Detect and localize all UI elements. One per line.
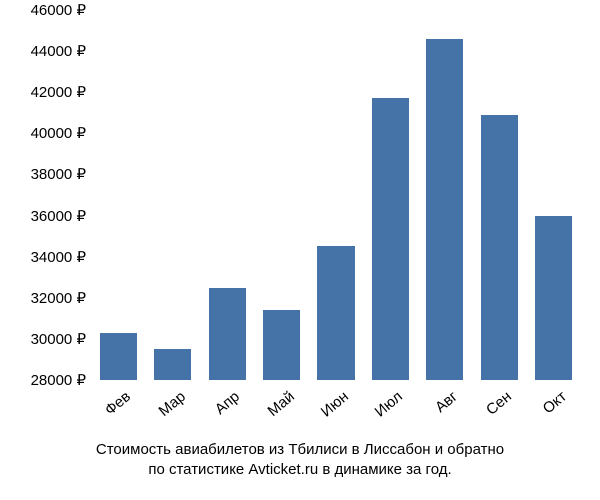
y-tick-label: 28000 ₽	[31, 371, 86, 389]
chart-caption: Стоимость авиабилетов из Тбилиси в Лисса…	[0, 440, 600, 481]
bar	[209, 288, 246, 381]
x-tick-label: Окт	[539, 388, 569, 417]
bar	[263, 310, 300, 380]
bar	[535, 216, 572, 380]
y-tick-label: 44000 ₽	[31, 42, 86, 60]
x-tick-label: Апр	[212, 388, 243, 418]
y-axis: 28000 ₽30000 ₽32000 ₽34000 ₽36000 ₽38000…	[0, 10, 90, 380]
y-tick-label: 30000 ₽	[31, 330, 86, 348]
x-tick-label: Май	[264, 388, 297, 420]
y-tick-label: 36000 ₽	[31, 207, 86, 225]
y-tick-label: 38000 ₽	[31, 165, 86, 183]
x-axis: Фев Мар Апр Май Июн Июл Авг Сен Окт	[90, 382, 580, 432]
bar	[481, 115, 518, 380]
x-tick-label: Мар	[155, 388, 188, 420]
y-tick-label: 40000 ₽	[31, 124, 86, 142]
y-tick-label: 42000 ₽	[31, 83, 86, 101]
y-tick-label: 46000 ₽	[31, 1, 86, 19]
caption-line-2: по статистике Avticket.ru в динамике за …	[148, 461, 451, 478]
bar	[372, 98, 409, 380]
price-chart: 28000 ₽ 30000 ₽ 32000 ₽ 34000 ₽ 36000 ₽ 38000…	[0, 0, 600, 500]
caption-line-1: Стоимость авиабилетов из Тбилиси в Лисса…	[96, 441, 504, 458]
y-tick-label: 34000 ₽	[31, 248, 86, 266]
x-tick-label: Авг	[432, 388, 461, 416]
bar	[317, 246, 354, 380]
bar	[154, 349, 191, 380]
bar	[426, 39, 463, 380]
y-tick-label: 32000 ₽	[31, 289, 86, 307]
plot-area	[90, 10, 580, 380]
bar	[100, 333, 137, 380]
x-tick-label: Июн	[318, 388, 352, 421]
x-tick-label: Фев	[102, 388, 134, 419]
x-tick-label: Июл	[372, 388, 406, 421]
x-tick-label: Сен	[483, 388, 515, 419]
